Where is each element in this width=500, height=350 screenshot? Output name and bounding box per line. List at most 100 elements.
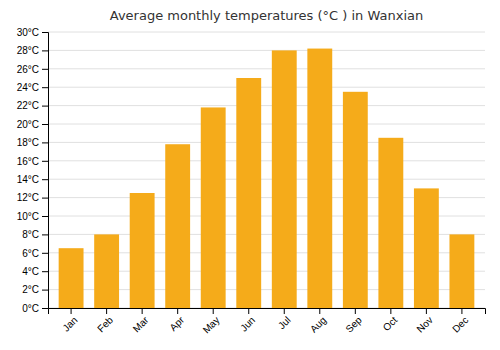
bar <box>165 144 190 308</box>
tick-label: 18°C <box>17 137 39 148</box>
bar <box>272 50 297 308</box>
bars <box>59 49 475 308</box>
tick-mark <box>42 198 48 199</box>
tick-mark <box>426 308 427 314</box>
tick: 12°C <box>17 192 48 203</box>
tick-label: 6°C <box>22 248 39 259</box>
tick-label: Oct <box>381 314 400 333</box>
tick-label: May <box>201 314 222 335</box>
tick-mark <box>42 142 48 143</box>
tick: Jul <box>276 308 293 331</box>
tick: 8°C <box>22 229 48 240</box>
tick: 4°C <box>22 266 48 277</box>
tick-mark <box>42 216 48 217</box>
chart: 0°C 2°C 4°C 6°C 8°C 10°C 12°C 14°C 16°C 18°C 20°C 2… <box>0 0 500 350</box>
tick-label: Jul <box>276 314 293 331</box>
tick-mark <box>390 308 391 314</box>
tick-label: 10°C <box>17 211 39 222</box>
tick-label: Jan <box>60 314 79 333</box>
tick: 10°C <box>17 211 48 222</box>
axis-line <box>49 309 486 315</box>
tick-mark <box>42 161 48 162</box>
tick-label: 22°C <box>17 100 39 111</box>
grid-line <box>48 68 485 69</box>
bar <box>378 138 403 308</box>
tick-mark <box>142 308 143 314</box>
title: Average monthly temperatures (°C ) in Wa… <box>110 8 423 23</box>
bar <box>236 78 261 308</box>
tick-label: 0°C <box>22 303 39 314</box>
tick: 6°C <box>22 248 48 259</box>
tick-mark <box>71 308 72 314</box>
tick-mark <box>42 87 48 88</box>
tick: 20°C <box>17 119 48 130</box>
tick-mark <box>42 106 48 107</box>
tick: Jan <box>60 308 79 334</box>
tick: 28°C <box>17 45 48 56</box>
tick-label: Jun <box>238 314 257 333</box>
tick-mark <box>42 32 48 33</box>
y-axis: 0°C 2°C 4°C 6°C 8°C 10°C 12°C 14°C 16°C 18°C 20°C 2… <box>17 27 49 314</box>
tick: 26°C <box>17 64 48 75</box>
tick: 22°C <box>17 100 48 111</box>
grid <box>48 32 485 308</box>
grid-line <box>48 160 485 161</box>
tick: Dec <box>450 308 470 335</box>
tick-mark <box>42 308 48 309</box>
tick-mark <box>248 308 249 314</box>
plot: 0°C 2°C 4°C 6°C 8°C 10°C 12°C 14°C 16°C 18°C 20°C 2… <box>17 27 486 336</box>
tick-label: Nov <box>415 314 435 334</box>
tick: 24°C <box>17 82 48 93</box>
tick: Jun <box>238 308 257 334</box>
tick-mark <box>42 69 48 70</box>
axis-line <box>42 33 49 309</box>
tick-mark <box>106 308 107 314</box>
tick: Nov <box>415 308 435 335</box>
tick: 16°C <box>17 156 48 167</box>
bar <box>343 92 368 308</box>
tick-mark <box>284 308 285 314</box>
tick: Oct <box>381 308 400 333</box>
grid-line <box>48 87 485 88</box>
bar <box>130 193 155 308</box>
tick-label: 2°C <box>22 284 39 295</box>
tick-label: 26°C <box>17 64 39 75</box>
tick-label: 20°C <box>17 119 39 130</box>
tick-mark <box>42 50 48 51</box>
tick-label: 14°C <box>17 174 39 185</box>
tick-label: 8°C <box>22 229 39 240</box>
grid-line <box>48 50 485 51</box>
bar <box>414 188 439 308</box>
grid-line <box>48 142 485 143</box>
tick-mark <box>213 308 214 314</box>
tick-label: Feb <box>95 314 115 334</box>
tick-label: Aug <box>308 314 328 334</box>
tick: Sep <box>343 308 364 335</box>
tick-label: 24°C <box>17 82 39 93</box>
tick: Mar <box>131 308 151 334</box>
bar <box>307 49 332 308</box>
tick-label: Apr <box>167 314 186 333</box>
tick-mark <box>461 308 462 314</box>
grid-line <box>48 124 485 125</box>
tick: 30°C <box>17 27 48 38</box>
tick-label: 16°C <box>17 156 39 167</box>
grid-line <box>48 105 485 106</box>
tick-mark <box>42 124 48 125</box>
tick: Feb <box>95 308 115 334</box>
tick-mark <box>42 234 48 235</box>
tick-mark <box>355 308 356 314</box>
tick-label: 28°C <box>17 45 39 56</box>
tick-mark <box>177 308 178 314</box>
tick-label: Dec <box>450 314 470 334</box>
tick-mark <box>42 290 48 291</box>
bar <box>94 234 119 308</box>
tick-label: 12°C <box>17 192 39 203</box>
tick: May <box>201 308 222 336</box>
bar <box>59 248 84 308</box>
tick-mark <box>42 179 48 180</box>
tick-label: 30°C <box>17 27 39 38</box>
x-axis: Jan Feb Mar Apr May Jun Jul Aug Sep Oct Nov Dec <box>49 308 486 336</box>
grid-line <box>48 179 485 180</box>
tick-mark <box>319 308 320 314</box>
